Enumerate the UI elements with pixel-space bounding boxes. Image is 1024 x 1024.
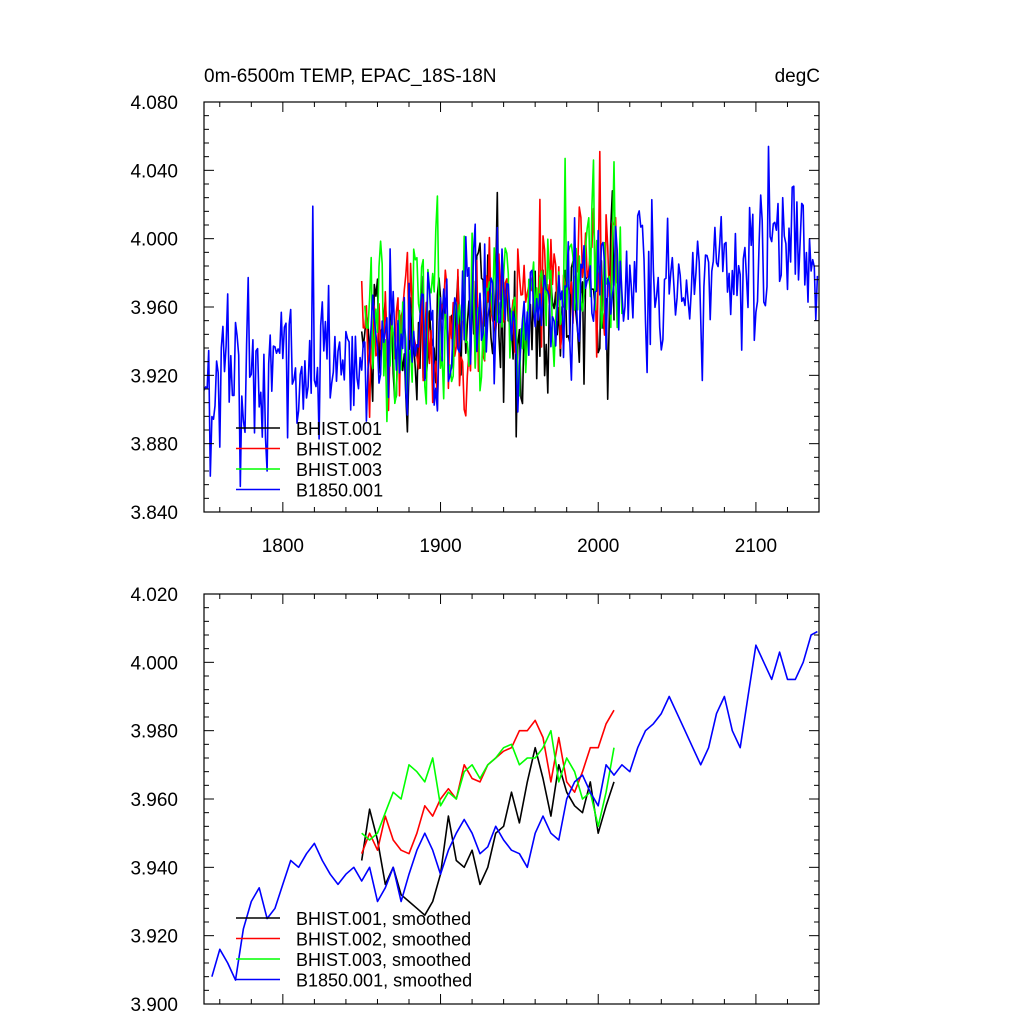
y-tick-label: 3.940 (130, 858, 178, 879)
series-line-bhist-002 (360, 150, 618, 419)
y-tick-label: 4.080 (130, 93, 178, 114)
top-panel: 0m-6500m TEMP, EPAC_18S-18N degC 3.8403.… (130, 66, 820, 557)
top-panel-axes: 3.840 3.880 3.920 3.960 4.000 4.040 4.080 1800 1… (130, 93, 820, 557)
legend-label: B1850.001, smoothed (296, 971, 472, 991)
legend-label: BHIST.002 (296, 440, 382, 460)
x-tick-label: 1800 (262, 536, 304, 557)
y-tick-label: 3.840 (130, 503, 178, 524)
series-line-b1850-001 (204, 145, 819, 488)
y-tick-label: 3.980 (130, 722, 178, 743)
y-tick-label: 4.040 (130, 161, 178, 182)
top-panel-series (204, 145, 819, 488)
x-tick-label: 1900 (419, 536, 461, 557)
x-tick-label: 2100 (735, 536, 777, 557)
legend-label: BHIST.002, smoothed (296, 930, 471, 950)
y-tick-label: 3.920 (130, 927, 178, 948)
y-tick-label: 3.920 (130, 366, 178, 387)
y-tick-label: 4.000 (130, 653, 178, 674)
legend-label: BHIST.001, smoothed (296, 909, 471, 929)
legend-label: BHIST.001 (296, 419, 382, 439)
bottom-panel-series (211, 630, 818, 981)
y-tick-label: 3.900 (130, 995, 178, 1016)
top-panel-units: degC (775, 66, 820, 87)
series-line-bhist-003-smoothed (361, 729, 615, 841)
top-panel-title: 0m-6500m TEMP, EPAC_18S-18N (204, 66, 497, 87)
series-line-bhist-001 (360, 190, 615, 438)
bottom-panel: 3.900 3.920 3.940 3.960 3.980 4.000 4.020 BHIS… (130, 585, 820, 1016)
y-tick-label: 3.960 (130, 298, 178, 319)
legend-label: BHIST.003 (296, 460, 382, 480)
y-tick-label: 3.880 (130, 435, 178, 456)
y-tick-label: 4.000 (130, 230, 178, 251)
legend-label: BHIST.003, smoothed (296, 950, 471, 970)
y-tick-label: 3.960 (130, 790, 178, 811)
series-line-b1850-001-smoothed (211, 630, 818, 981)
y-tick-label: 4.020 (130, 585, 178, 606)
series-line-bhist-001-smoothed (360, 746, 615, 917)
bottom-panel-axes: 3.900 3.920 3.940 3.960 3.980 4.000 4.020 (130, 585, 820, 1016)
legend-label: B1850.001 (296, 481, 383, 501)
x-tick-label: 2000 (577, 536, 619, 557)
